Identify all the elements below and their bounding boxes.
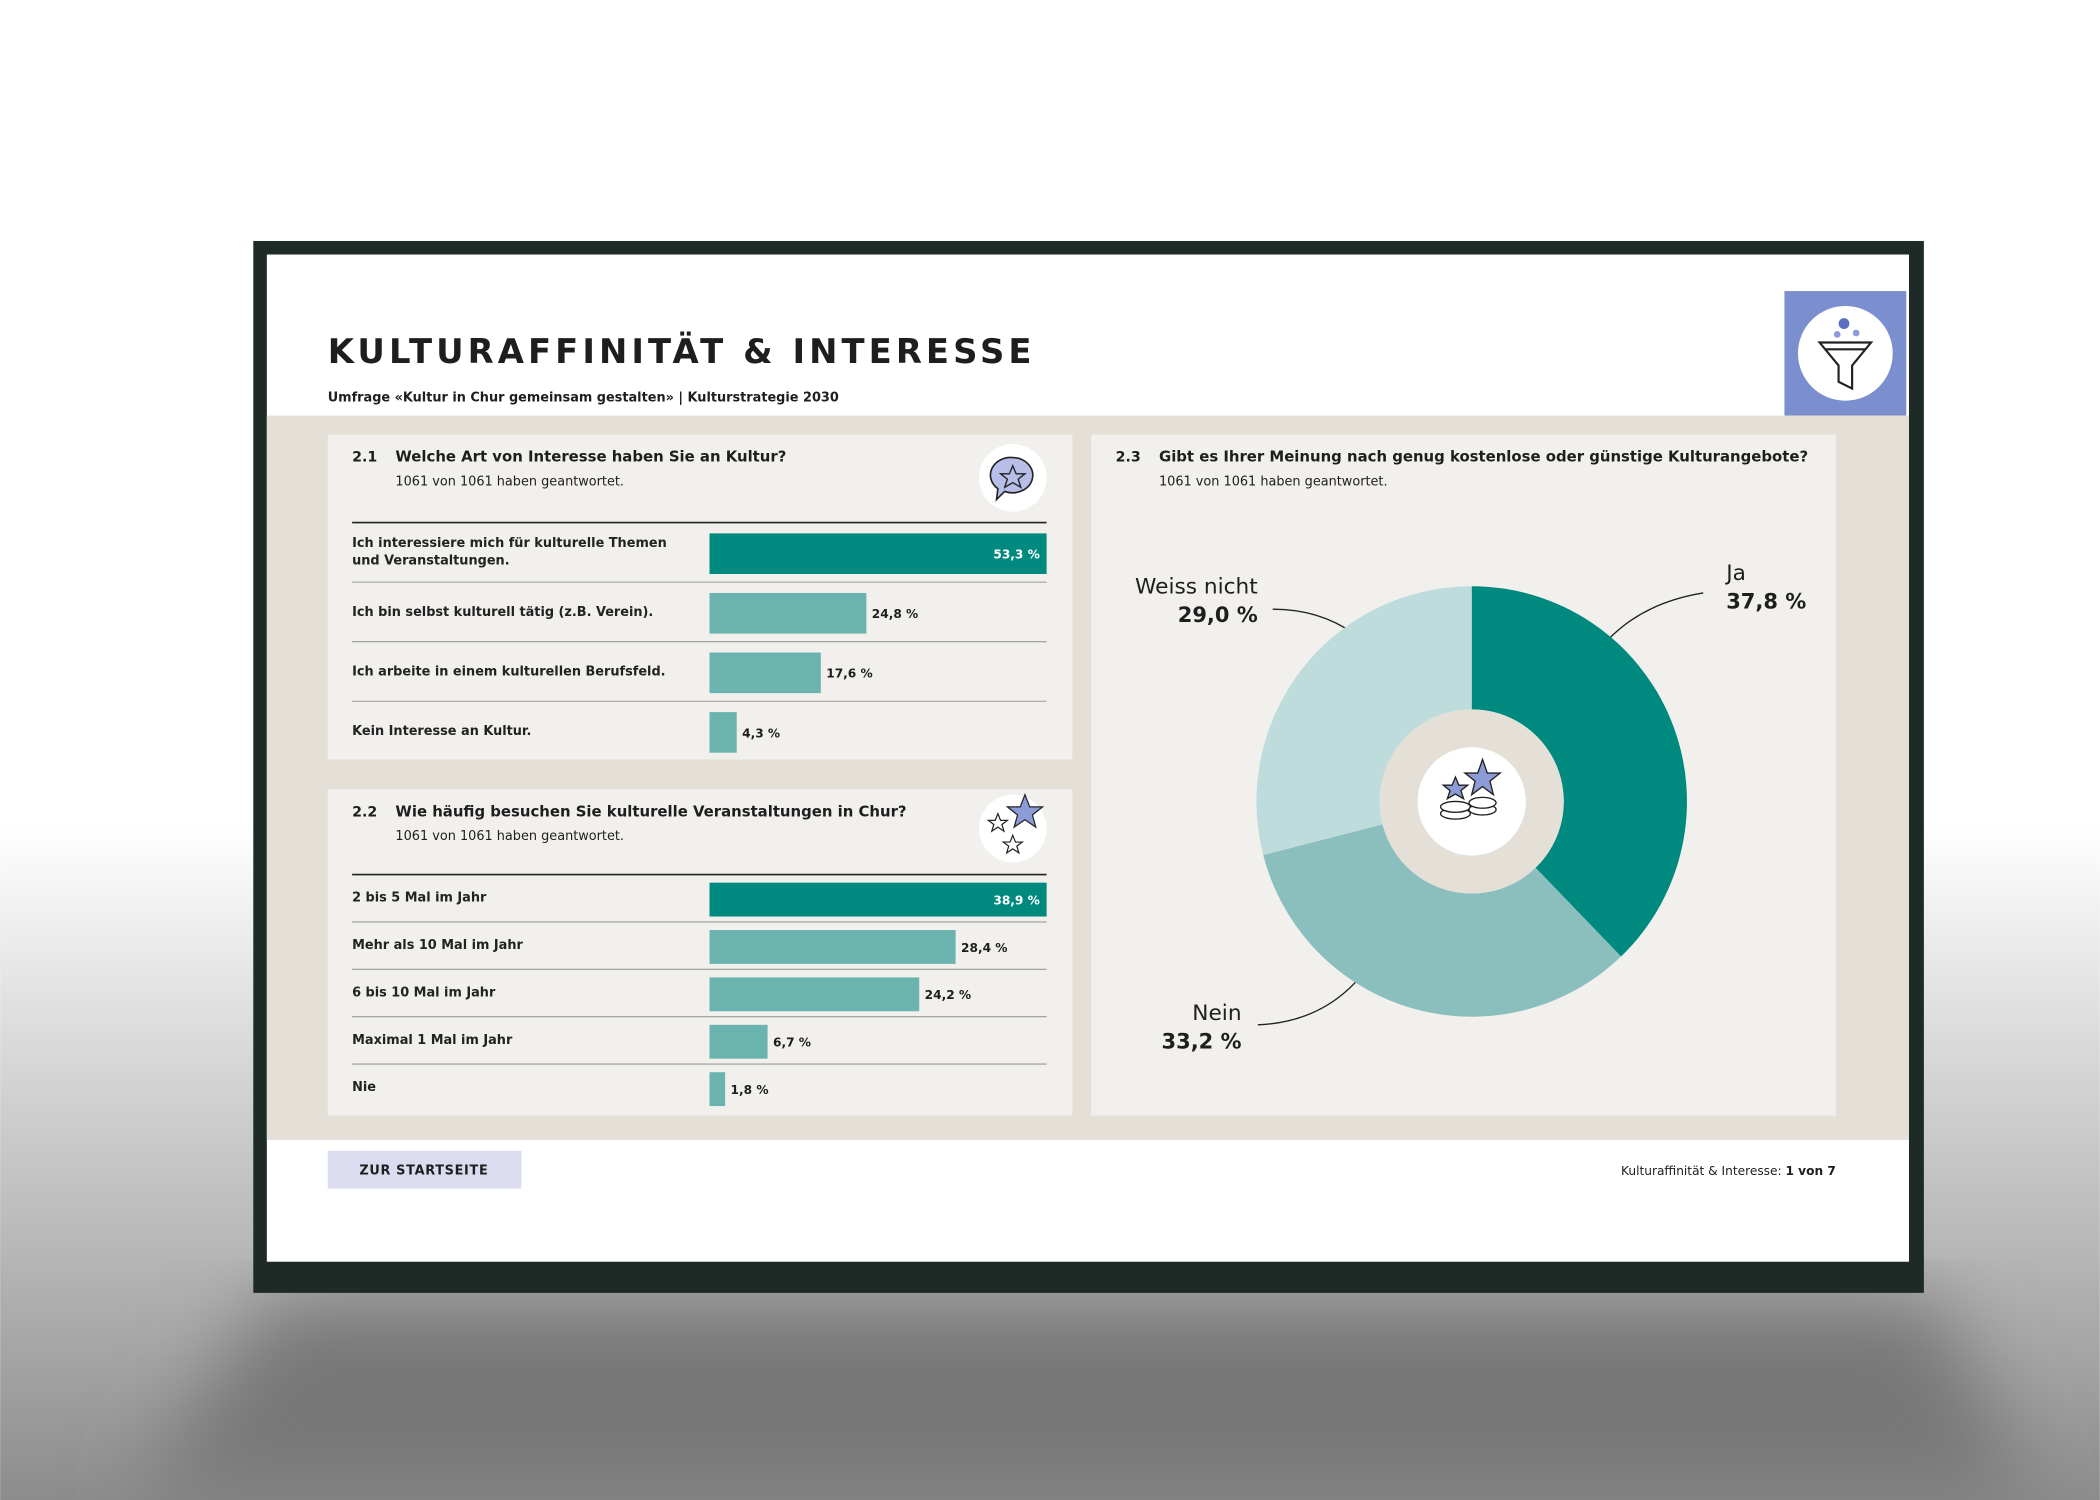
value-label: 4,3 % — [742, 726, 780, 740]
bar-label: Nie — [352, 1080, 377, 1096]
bar-label-box: Mehr als 10 Mal im Jahr — [352, 938, 523, 954]
card — [327, 434, 1073, 760]
bar-label: Ich interessiere mich für kulturelle The… — [352, 536, 667, 569]
bar — [709, 977, 920, 1012]
bar-label: Ich bin selbst kulturell tätig (z.B. Ver… — [352, 604, 654, 620]
bar-label: 6 bis 10 Mal im Jahr — [352, 985, 496, 1001]
home-button-label[interactable]: ZUR STARTSEITE — [359, 1164, 488, 1179]
bar — [709, 1024, 768, 1059]
bar-label: Ich arbeite in einem kulturellen Berufsf… — [352, 664, 666, 679]
value-label: 6,7 % — [773, 1036, 811, 1050]
page-label: Kulturaffinität & Interesse: — [1621, 1164, 1782, 1178]
bar-label-box: Ich arbeite in einem kulturellen Berufsf… — [352, 664, 666, 679]
title: KULTURAFFINITÄT & INTERESSE — [328, 331, 1036, 371]
question-title: Wie häufig besuchen Sie kulturelle Veran… — [395, 802, 906, 820]
page-count: 1 von 7 — [1785, 1164, 1835, 1178]
question-number: 2.1 — [352, 450, 377, 466]
slice-value: 33,2 % — [1162, 1029, 1242, 1053]
slice-label: Ja — [1724, 561, 1746, 586]
bar-label: Kein Interesse an Kultur. — [352, 723, 532, 739]
question-number: 2.3 — [1116, 450, 1141, 466]
bar-label: 2 bis 5 Mal im Jahr — [352, 890, 487, 906]
bar-label: Maximal 1 Mal im Jahr — [352, 1032, 513, 1048]
bar — [709, 533, 1047, 575]
bar-label-box: Maximal 1 Mal im Jahr — [352, 1032, 513, 1048]
subtitle: Umfrage «Kultur in Chur gemeinsam gestal… — [328, 391, 839, 406]
bar-label-box: Ich bin selbst kulturell tätig (z.B. Ver… — [352, 604, 654, 620]
bar — [709, 712, 737, 753]
bar-label-box: Nie — [352, 1080, 377, 1096]
bar-label-box: Ich interessiere mich für kulturelle The… — [352, 536, 667, 569]
home-button[interactable] — [327, 1150, 522, 1189]
value-label: 17,6 % — [826, 667, 872, 681]
bar — [709, 882, 1047, 917]
question-title: Welche Art von Interesse haben Sie an Ku… — [395, 448, 786, 466]
speech-star-icon — [989, 456, 1034, 502]
value-label: 1,8 % — [731, 1083, 769, 1097]
question-subtitle: 1061 von 1061 haben geantwortet. — [1159, 474, 1388, 489]
slice-value: 37,8 % — [1726, 589, 1806, 613]
slice-value: 29,0 % — [1178, 603, 1258, 627]
shadow — [135, 1299, 2031, 1500]
pie-center — [1379, 709, 1564, 894]
value-label: 53,3 % — [993, 548, 1039, 562]
bar-label-box: 6 bis 10 Mal im Jahr — [352, 985, 496, 1001]
filter-icon — [1817, 318, 1874, 391]
slice-label: Weiss nicht — [1135, 575, 1258, 600]
bar — [709, 592, 867, 634]
bar-label-box: Kein Interesse an Kultur. — [352, 723, 532, 739]
value-label: 24,8 % — [872, 607, 918, 621]
bar — [709, 1072, 726, 1107]
bar — [709, 930, 956, 964]
question-number: 2.2 — [352, 804, 377, 820]
stars-icon — [986, 792, 1045, 855]
pie-slice — [1263, 824, 1622, 1017]
question-title: Gibt es Ihrer Meinung nach genug kostenl… — [1159, 448, 1808, 466]
pie-slice — [1256, 586, 1472, 855]
value-label: 24,2 % — [925, 988, 971, 1002]
bar-label: Mehr als 10 Mal im Jahr — [352, 938, 523, 954]
pie-slice — [1471, 586, 1687, 957]
value-label: 28,4 % — [961, 941, 1007, 955]
question-subtitle: 1061 von 1061 haben geantwortet. — [395, 474, 624, 489]
value-label: 38,9 % — [993, 893, 1039, 907]
filter-icon-bg — [1797, 305, 1893, 401]
bar — [709, 652, 821, 694]
card-icon-bg — [978, 794, 1047, 863]
question-subtitle: 1061 von 1061 haben geantwortet. — [395, 829, 624, 844]
page-indicator: Kulturaffinität & Interesse: 1 von 7 — [1621, 1164, 1836, 1178]
slice-label: Nein — [1192, 1001, 1241, 1026]
bar-label-box: 2 bis 5 Mal im Jahr — [352, 890, 487, 906]
